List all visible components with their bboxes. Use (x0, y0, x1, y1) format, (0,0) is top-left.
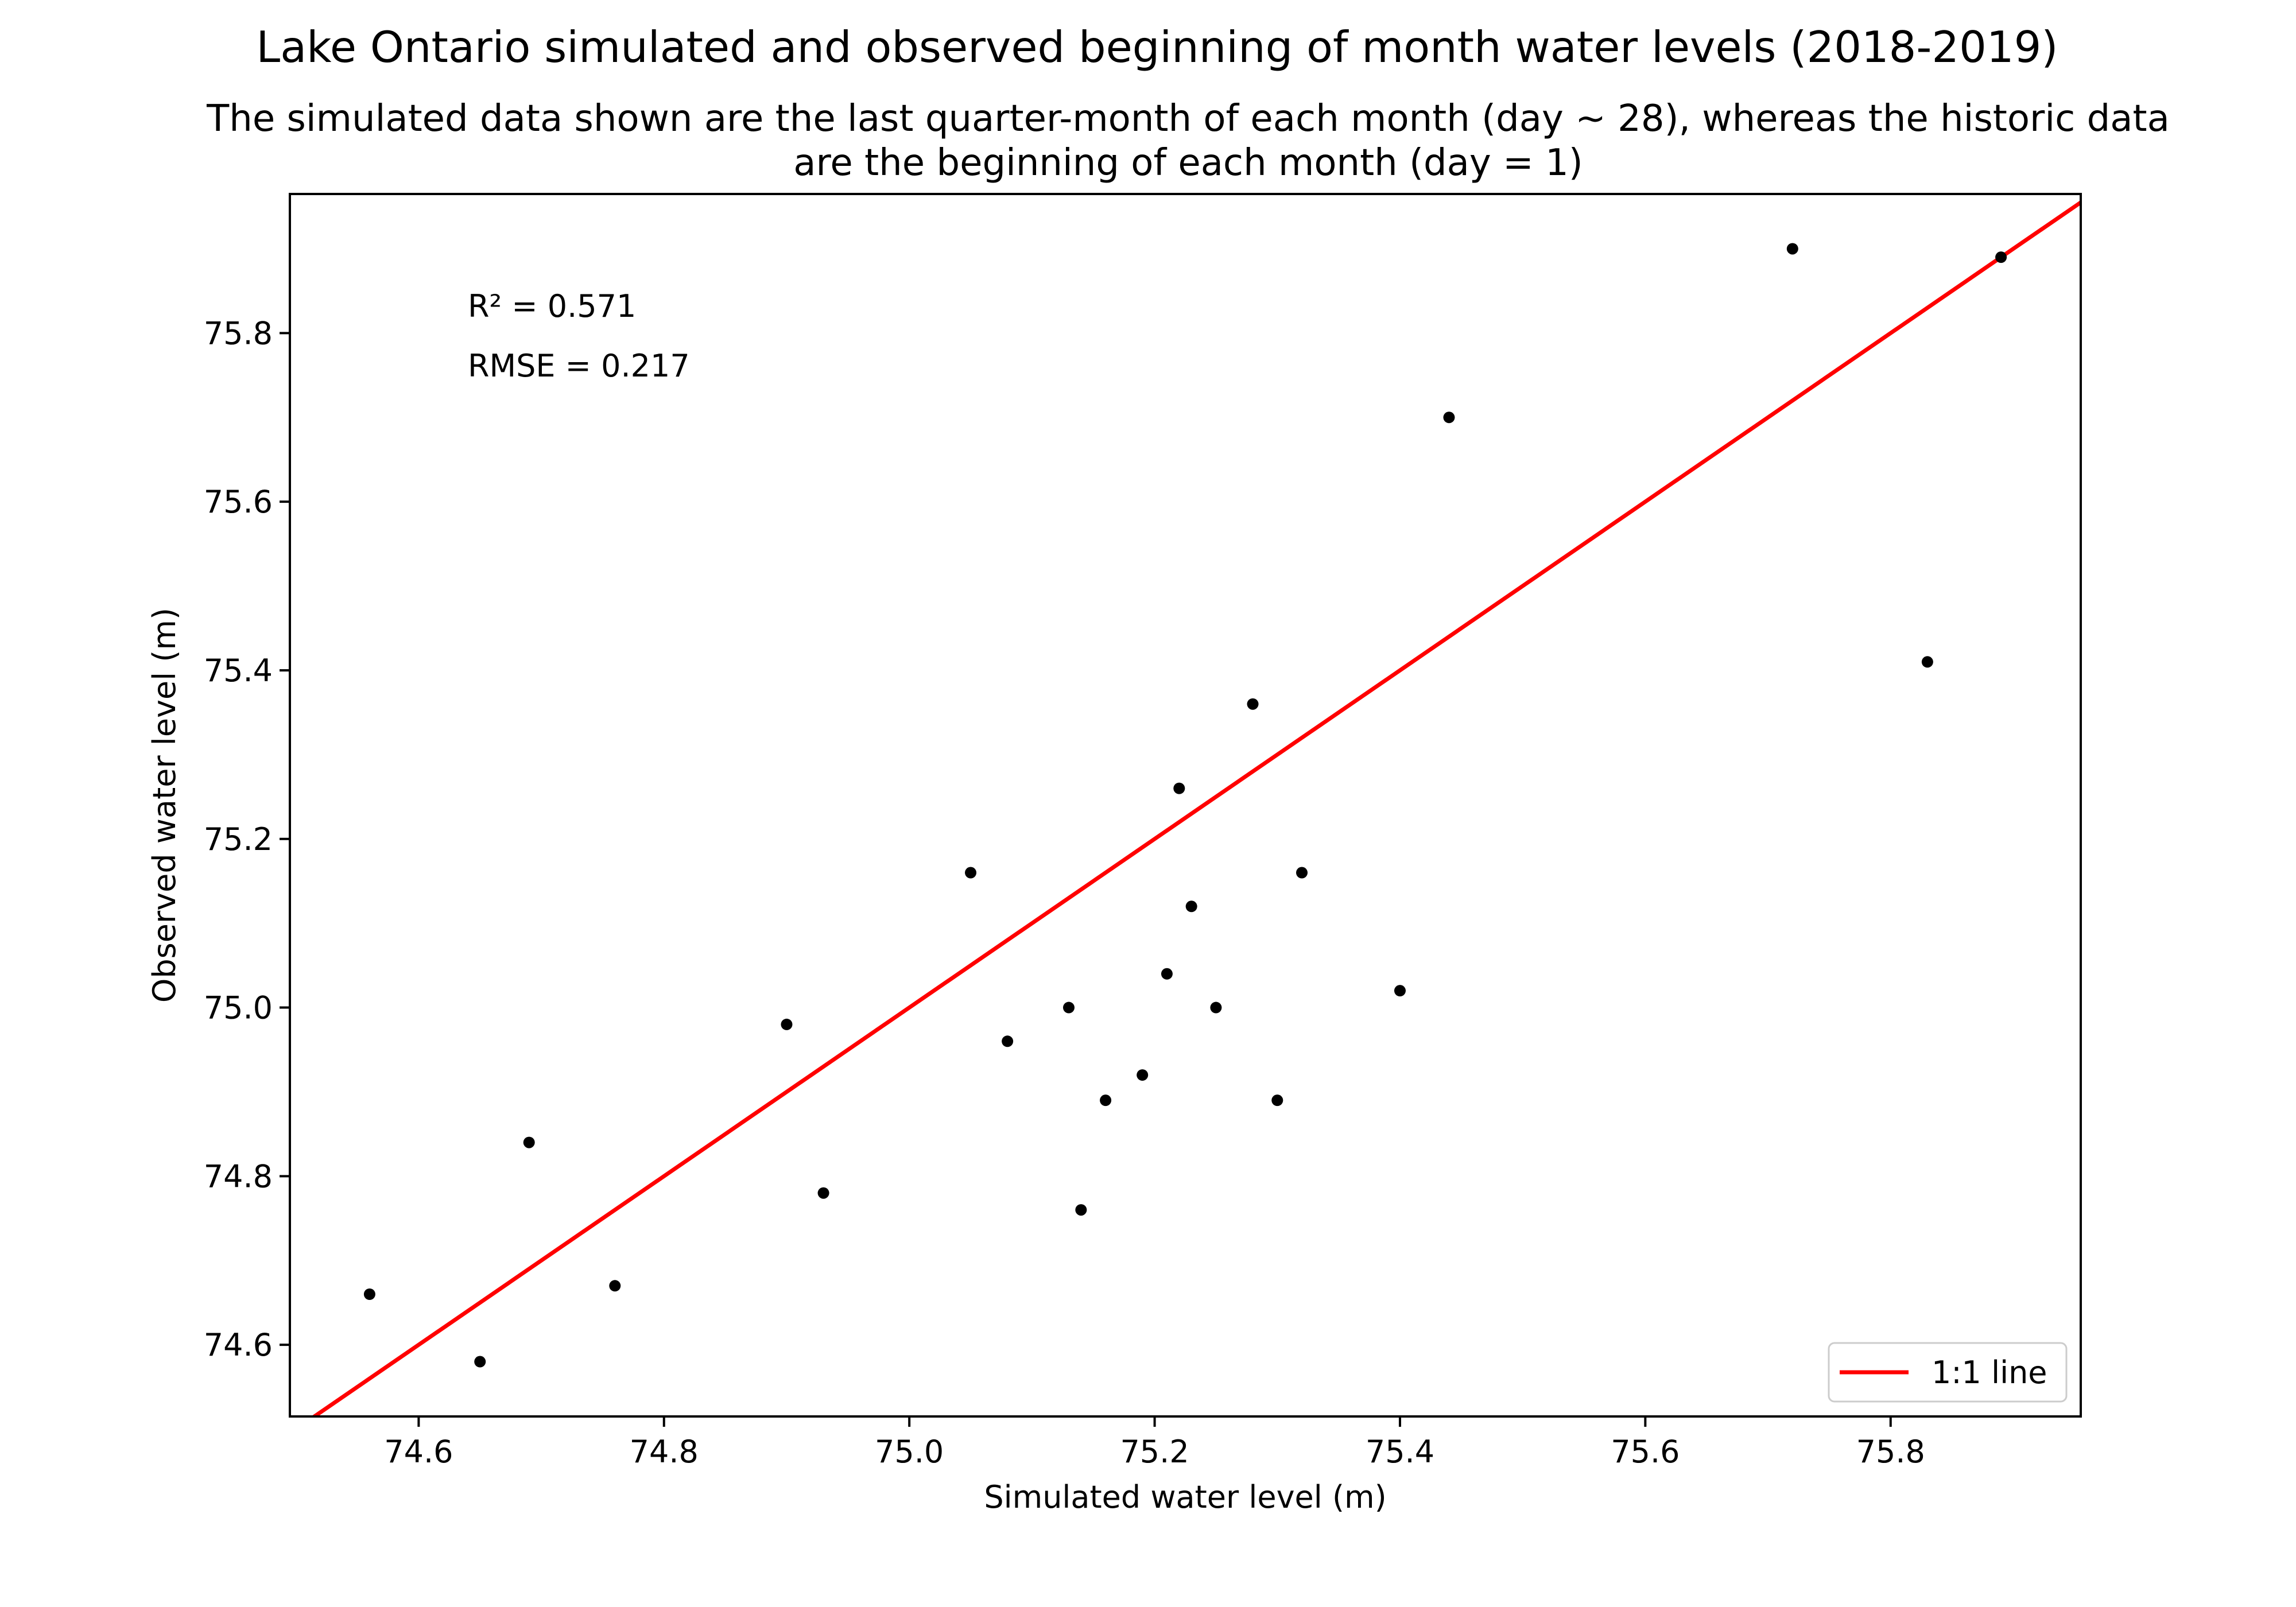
y-axis-label: Observed water level (m) (146, 608, 183, 1003)
data-point (363, 1288, 375, 1300)
y-tick-label: 74.6 (204, 1327, 273, 1363)
data-point (1185, 900, 1197, 913)
data-point (1161, 968, 1173, 980)
data-point (1075, 1204, 1087, 1216)
data-point (523, 1136, 535, 1148)
one-to-one-line-layer (311, 200, 2081, 1416)
legend-label: 1:1 line (1932, 1354, 2047, 1391)
y-tick-label: 75.2 (204, 821, 273, 857)
data-point (1247, 698, 1259, 710)
data-point (1210, 1002, 1222, 1014)
chart-subtitle-line-2: are the beginning of each month (day = 1… (793, 142, 1583, 184)
x-tick-label: 75.6 (1611, 1434, 1680, 1470)
y-tick-label: 74.8 (204, 1158, 273, 1194)
data-point (1995, 251, 2007, 263)
data-point (1921, 656, 1933, 668)
data-point (1173, 782, 1185, 794)
plot-area (290, 194, 2081, 1416)
x-tick-label: 75.4 (1366, 1434, 1434, 1470)
x-tick-label: 74.6 (384, 1434, 453, 1470)
legend: 1:1 line (1828, 1342, 2068, 1403)
y-tick-label: 75.8 (204, 315, 273, 351)
data-point (474, 1356, 486, 1368)
y-tick-label: 75.0 (204, 990, 273, 1026)
data-point (817, 1187, 829, 1199)
x-axis: 74.6 74.8 75.0 75.2 75.4 75.6 75.8 (384, 1416, 1925, 1470)
x-tick-label: 75.2 (1120, 1434, 1189, 1470)
one-to-one-line (311, 200, 2081, 1416)
data-point (1394, 985, 1406, 997)
data-point (1100, 1094, 1112, 1107)
x-tick-label: 75.8 (1856, 1434, 1925, 1470)
r-squared-annotation: R² = 0.571 (468, 288, 636, 324)
y-tick-label: 75.4 (204, 653, 273, 689)
x-tick-label: 75.0 (875, 1434, 944, 1470)
data-points-layer (363, 243, 2007, 1368)
data-point (609, 1280, 621, 1292)
data-point (965, 867, 977, 879)
data-point (1296, 867, 1308, 879)
legend-box (1828, 1342, 2068, 1403)
data-point (1271, 1094, 1283, 1107)
rmse-annotation: RMSE = 0.217 (468, 348, 690, 384)
y-tick-label: 75.6 (204, 484, 273, 520)
y-axis: 74.6 74.8 75.0 75.2 75.4 75.6 75.8 (204, 315, 290, 1363)
data-point (1137, 1069, 1149, 1081)
x-axis-label: Simulated water level (m) (984, 1479, 1386, 1515)
data-point (781, 1018, 793, 1030)
data-point (1443, 412, 1455, 424)
chart-title: Lake Ontario simulated and observed begi… (256, 22, 2058, 72)
chart-subtitle-line-1: The simulated data shown are the last qu… (206, 98, 2170, 140)
data-point (1062, 1002, 1075, 1014)
plot-frame (289, 193, 2082, 1418)
data-point (1786, 243, 1798, 255)
data-point (1002, 1035, 1014, 1047)
x-tick-label: 74.8 (630, 1434, 699, 1470)
